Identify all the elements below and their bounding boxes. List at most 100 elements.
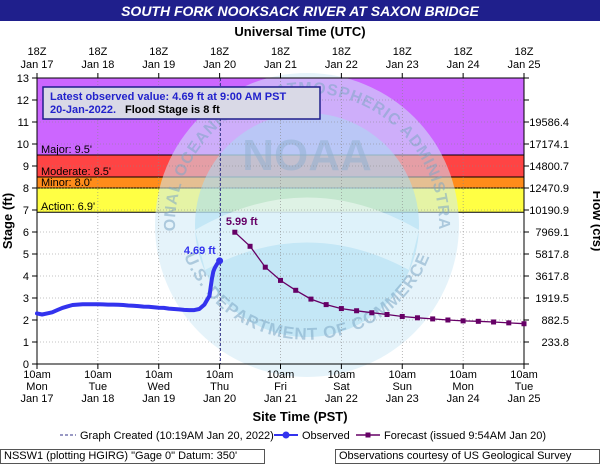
flow-tick-label: 12470.9 bbox=[529, 183, 569, 195]
top-tick-time: 18Z bbox=[515, 46, 534, 58]
flow-tick-label: 7969.1 bbox=[535, 227, 569, 239]
x-tick-time: 10am bbox=[206, 369, 234, 381]
x-tick-date: Jan 22 bbox=[325, 393, 358, 405]
top-tick-date: Jan 17 bbox=[20, 59, 53, 71]
legend-observed: Observed bbox=[302, 430, 350, 442]
top-tick-time: 18Z bbox=[454, 46, 473, 58]
top-tick-time: 18Z bbox=[271, 46, 290, 58]
x-tick-day: Mon bbox=[26, 381, 47, 393]
x-tick-date: Jan 19 bbox=[142, 393, 175, 405]
x-tick-time: 10am bbox=[84, 369, 112, 381]
band-label-minor: Minor: 8.0' bbox=[41, 177, 92, 189]
forecast-point bbox=[506, 320, 512, 326]
x-tick-day: Sun bbox=[392, 381, 412, 393]
left-axis-title: Stage (ft) bbox=[0, 193, 15, 249]
forecast-point bbox=[354, 308, 360, 314]
bottom-axis-title: Site Time (PST) bbox=[252, 409, 347, 424]
forecast-point bbox=[384, 312, 390, 317]
top-tick-date: Jan 25 bbox=[507, 59, 540, 71]
forecast-point bbox=[475, 318, 481, 324]
latest-value-box: Latest observed value: 4.69 ft at 9:00 A… bbox=[42, 86, 321, 120]
x-tick-time: 10am bbox=[328, 369, 356, 381]
right-axis-title: Flow (cfs) bbox=[590, 191, 600, 252]
forecast-point bbox=[521, 321, 527, 327]
footer-datum: NSSW1 (plotting HGIRG) "Gage 0" Datum: 3… bbox=[0, 449, 265, 464]
x-tick-date: Jan 20 bbox=[203, 393, 236, 405]
band-label-action: Action: 6.9' bbox=[41, 201, 95, 213]
top-tick-time: 18Z bbox=[149, 46, 168, 58]
chart-title: SOUTH FORK NOOKSACK RIVER AT SAXON BRIDG… bbox=[121, 3, 479, 19]
top-tick-date: Jan 19 bbox=[142, 59, 175, 71]
band-label-major: Major: 9.5' bbox=[41, 144, 92, 156]
x-tick-day: Wed bbox=[148, 381, 170, 393]
top-tick-date: Jan 22 bbox=[325, 59, 358, 71]
observed-latest-point bbox=[216, 257, 224, 265]
x-tick-time: 10am bbox=[449, 369, 477, 381]
y-tick-label: 13 bbox=[17, 73, 29, 85]
forecast-point bbox=[460, 318, 466, 324]
y-tick-label: 4 bbox=[23, 271, 29, 283]
top-tick-time: 18Z bbox=[210, 46, 229, 58]
top-tick-time: 18Z bbox=[88, 46, 107, 58]
x-tick-date: Jan 17 bbox=[20, 393, 53, 405]
x-tick-time: 10am bbox=[388, 369, 416, 381]
forecast-point bbox=[338, 306, 344, 312]
x-tick-time: 10am bbox=[145, 369, 173, 381]
y-tick-label: 8 bbox=[23, 183, 29, 195]
legend-graph-created: Graph Created (10:19AM Jan 20, 2022) bbox=[80, 430, 274, 442]
legend-forecast-marker bbox=[365, 432, 371, 438]
x-tick-day: Sat bbox=[333, 381, 350, 393]
latest-value-date: 20-Jan-2022. bbox=[50, 104, 116, 116]
y-tick-label: 10 bbox=[17, 139, 29, 151]
x-tick-time: 10am bbox=[267, 369, 295, 381]
y-tick-label: 3 bbox=[23, 293, 29, 305]
top-tick-time: 18Z bbox=[28, 46, 47, 58]
forecast-point bbox=[308, 296, 314, 302]
top-tick-time: 18Z bbox=[332, 46, 351, 58]
flow-tick-label: 882.5 bbox=[541, 315, 569, 327]
legend: Graph Created (10:19AM Jan 20, 2022) Obs… bbox=[60, 430, 546, 442]
watermark-center-text: NOAA bbox=[242, 131, 372, 180]
top-tick-date: Jan 23 bbox=[386, 59, 419, 71]
x-tick-date: Jan 25 bbox=[507, 393, 540, 405]
legend-observed-marker bbox=[282, 431, 290, 439]
x-tick-day: Tue bbox=[89, 381, 108, 393]
y-tick-label: 2 bbox=[23, 315, 29, 327]
latest-value-line1: Latest observed value: 4.69 ft at 9:00 A… bbox=[50, 91, 286, 103]
top-axis-title: Universal Time (UTC) bbox=[234, 24, 365, 39]
flow-tick-label: 5817.8 bbox=[535, 249, 569, 261]
y-tick-label: 11 bbox=[18, 117, 29, 129]
top-tick-date: Jan 20 bbox=[203, 59, 236, 71]
x-tick-day: Fri bbox=[274, 381, 287, 393]
y-tick-label: 12 bbox=[17, 95, 29, 107]
y-tick-label: 5 bbox=[23, 249, 29, 261]
band-label-moderate: Moderate: 8.5' bbox=[41, 166, 111, 178]
x-tick-date: Jan 18 bbox=[81, 393, 114, 405]
top-tick-time: 18Z bbox=[393, 46, 412, 58]
flow-tick-label: 10190.9 bbox=[529, 205, 569, 217]
x-tick-day: Mon bbox=[452, 381, 473, 393]
top-tick-date: Jan 18 bbox=[81, 59, 114, 71]
flow-tick-label: 14800.7 bbox=[529, 161, 569, 173]
x-tick-time: 10am bbox=[510, 369, 538, 381]
forecast-point bbox=[232, 229, 238, 235]
forecast-point bbox=[369, 310, 375, 316]
y-tick-label: 7 bbox=[23, 205, 29, 217]
flow-tick-label: 17174.1 bbox=[529, 139, 569, 151]
top-tick-date: Jan 24 bbox=[447, 59, 480, 71]
x-tick-date: Jan 24 bbox=[447, 393, 480, 405]
top-tick-date: Jan 21 bbox=[264, 59, 297, 71]
x-tick-day: Thu bbox=[210, 381, 229, 393]
observed-peak-label: 4.69 ft bbox=[184, 245, 216, 257]
latest-value-box-frame bbox=[42, 86, 321, 120]
x-tick-date: Jan 23 bbox=[386, 393, 419, 405]
y-tick-label: 0 bbox=[23, 359, 29, 371]
flood-stage-text: Flood Stage is 8 ft bbox=[125, 104, 220, 116]
flow-tick-label: 19586.4 bbox=[529, 117, 569, 129]
forecast-point bbox=[445, 317, 451, 323]
observed-line bbox=[35, 258, 222, 317]
forecast-line bbox=[234, 231, 525, 325]
forecast-point bbox=[414, 315, 420, 321]
title-bar bbox=[0, 0, 600, 21]
